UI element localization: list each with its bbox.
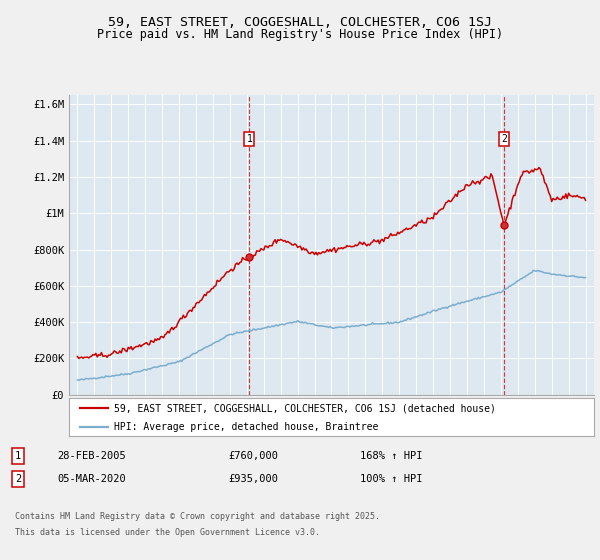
Text: 168% ↑ HPI: 168% ↑ HPI	[360, 451, 422, 461]
Text: £760,000: £760,000	[228, 451, 278, 461]
Text: £935,000: £935,000	[228, 474, 278, 484]
Text: 100% ↑ HPI: 100% ↑ HPI	[360, 474, 422, 484]
Text: 59, EAST STREET, COGGESHALL, COLCHESTER, CO6 1SJ (detached house): 59, EAST STREET, COGGESHALL, COLCHESTER,…	[113, 403, 496, 413]
Text: HPI: Average price, detached house, Braintree: HPI: Average price, detached house, Brai…	[113, 422, 378, 432]
Text: 1: 1	[15, 451, 21, 461]
Text: 28-FEB-2005: 28-FEB-2005	[57, 451, 126, 461]
Text: Price paid vs. HM Land Registry's House Price Index (HPI): Price paid vs. HM Land Registry's House …	[97, 28, 503, 41]
Text: 05-MAR-2020: 05-MAR-2020	[57, 474, 126, 484]
Text: 59, EAST STREET, COGGESHALL, COLCHESTER, CO6 1SJ: 59, EAST STREET, COGGESHALL, COLCHESTER,…	[108, 16, 492, 29]
Text: This data is licensed under the Open Government Licence v3.0.: This data is licensed under the Open Gov…	[15, 528, 320, 537]
Text: 2: 2	[15, 474, 21, 484]
Text: 2: 2	[501, 134, 507, 144]
Text: Contains HM Land Registry data © Crown copyright and database right 2025.: Contains HM Land Registry data © Crown c…	[15, 512, 380, 521]
Text: 1: 1	[247, 134, 253, 144]
